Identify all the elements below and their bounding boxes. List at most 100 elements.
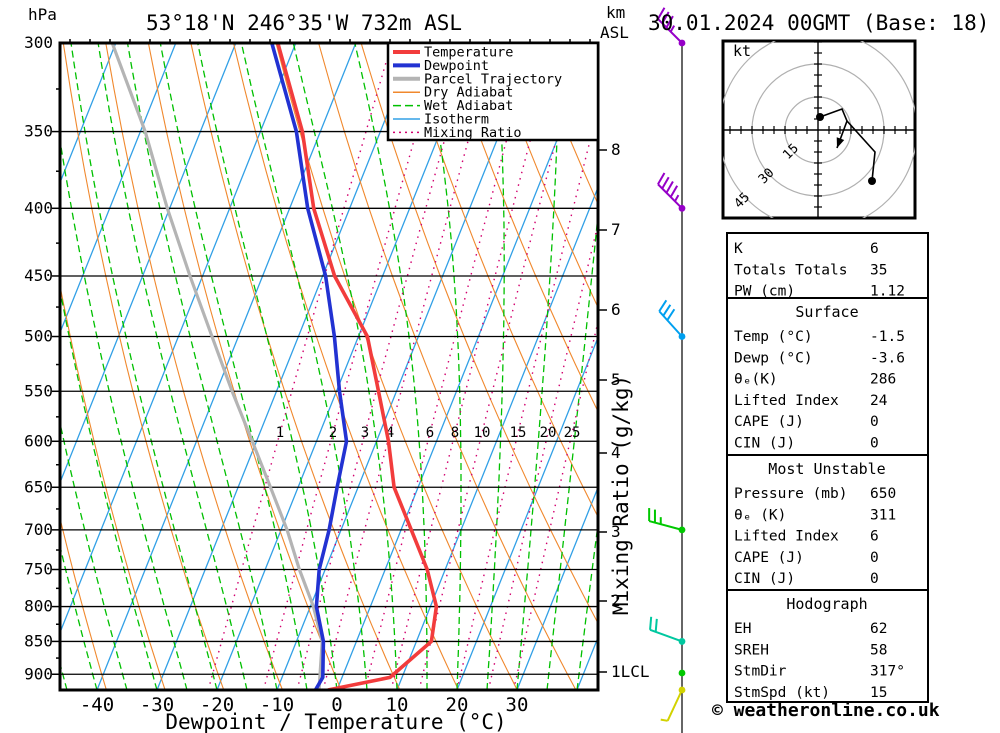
copyright-credit: © weatheronline.co.uk [712, 700, 940, 721]
mixing-ratio-value-label: 1 [276, 425, 284, 441]
mixing-ratio-line [262, 59, 438, 690]
altitude-axis: 8 7 6 5 4 3 2 1LCL [598, 140, 650, 681]
pressure-unit-label: hPa [28, 5, 57, 24]
table-row-label: PW (cm) [734, 284, 795, 300]
wind-barb [657, 7, 686, 47]
plot-frame [58, 41, 600, 692]
temperature-axis-label: -10 [260, 694, 294, 716]
mixing-ratio-axis-title: Mixing Ratio (g/kg) [609, 375, 633, 615]
isotherm-line [60, 43, 117, 185]
isotherm-line [516, 485, 598, 690]
pressure-axis-label: 300 [24, 33, 53, 52]
table-row-value: 62 [870, 621, 887, 637]
pressure-axis-label: 350 [24, 122, 53, 141]
indices-table-surface: Surface Temp (°C) -1.5 Dewp (°C) -3.6 θₑ(K) 28… [726, 297, 929, 456]
pressure-axis-label: 450 [24, 266, 53, 285]
mixing-ratio-line [418, 59, 578, 690]
wet-adiabat-line [70, 43, 218, 690]
table-row-label: θₑ (K) [734, 507, 786, 523]
mixing-ratio-line [296, 59, 468, 690]
wet-adiabat-line [197, 43, 338, 690]
mixing-ratio-value-label: 6 [426, 425, 434, 441]
indices-tables: K 6 Totals Totals 35 PW (cm) 1.12 Surface Temp … [726, 232, 929, 703]
table-row-value: 58 [870, 642, 887, 658]
legend-label: Wet Adiabat [424, 98, 513, 114]
table-row-label: CIN (J) [734, 436, 795, 452]
table-row-label: EH [734, 621, 751, 637]
table-row-value: 0 [870, 550, 879, 566]
mixing-ratio-value-label: 10 [474, 425, 491, 441]
mixing-ratio-line [322, 59, 491, 690]
mixing-ratio-value-label: 15 [510, 425, 527, 441]
pressure-axis-label: 400 [24, 198, 53, 217]
mixing-ratio-value-label: 2 [329, 425, 337, 441]
table-row-label: CIN (J) [734, 571, 795, 587]
indices-table-top: K 6 Totals Totals 35 PW (cm) 1.12 [726, 232, 929, 300]
dry-adiabat-line [488, 43, 598, 309]
table-row-label: θₑ(K) [734, 372, 778, 388]
asl-unit-label: ASL [600, 23, 629, 42]
isotherm-line [336, 43, 597, 690]
plot-border [58, 41, 600, 692]
km-tick-label: 5 [611, 370, 621, 389]
isotherm-line [456, 335, 598, 690]
table-row-value: 317° [870, 664, 905, 680]
wind-barb-column [648, 7, 686, 733]
pressure-axis-label: 750 [24, 559, 53, 578]
dry-adiabat-line [62, 43, 225, 690]
mixing-ratio-line [512, 318, 598, 690]
table-row-label: Lifted Index [734, 529, 839, 545]
wet-adiabat-line [486, 43, 505, 690]
pressure-axis-label: 500 [24, 327, 53, 346]
table-row-label: StmSpd (kt) [734, 685, 830, 701]
dry-adiabat-line [318, 43, 577, 690]
table-row-value: 0 [870, 414, 879, 430]
wet-adiabat-line [60, 420, 128, 690]
table-row-value: 650 [870, 486, 896, 502]
km-tick-label: 4 [611, 443, 621, 462]
wet-adiabat-line [159, 43, 308, 690]
hodograph-unit-label: kt [733, 42, 751, 60]
mixing-ratio-value-label: 4 [386, 425, 394, 441]
km-tick-label: 7 [611, 220, 621, 239]
pressure-axis-label: 550 [24, 381, 53, 400]
table-row-label: Totals Totals [734, 262, 848, 278]
isotherm-line [60, 43, 237, 485]
mixing-ratio-line-labels: 1 2 3 4 6 8 10 15 20 25 [276, 425, 581, 441]
table-row-value: 1.12 [870, 284, 905, 300]
legend-label: Dry Adiabat [424, 85, 513, 101]
mixing-ratio-line [364, 59, 529, 690]
table-border [726, 454, 929, 591]
isotherm-line [276, 43, 537, 690]
hodograph-trace-lower [846, 120, 876, 182]
table-title: Hodograph [786, 595, 867, 613]
sounding-curves [110, 43, 439, 690]
pressure-axis-label: 700 [24, 520, 53, 539]
table-title: Surface [795, 303, 858, 321]
legend-border [386, 41, 600, 142]
wet-adiabat-line [576, 519, 598, 690]
wind-barb [649, 616, 686, 645]
pressure-axis-label: 600 [24, 431, 53, 450]
dry-adiabat-line [445, 43, 598, 413]
mixing-ratio-value-label: 20 [540, 425, 557, 441]
table-border [726, 589, 929, 703]
km-tick-label: 8 [611, 140, 621, 159]
hodograph-end-dot [868, 177, 876, 185]
table-row-value: 35 [870, 262, 887, 278]
station-title: 53°18'N 246°35'W 732m ASL [146, 11, 462, 35]
wet-adiabat-line [240, 43, 368, 690]
table-row-value: 24 [870, 393, 888, 409]
dewpoint-curve [270, 43, 349, 690]
legend-label: Mixing Ratio [424, 125, 522, 141]
wind-barb [657, 172, 686, 212]
km-tick-label: 6 [611, 300, 621, 319]
wet-adiabat-line [292, 43, 398, 690]
pressure-axis-label: 900 [24, 664, 53, 683]
isotherm-line [60, 43, 177, 335]
parcel-trajectory-curve [110, 43, 324, 690]
x-axis-title: Dewpoint / Temperature (°C) [165, 710, 506, 733]
table-row-label: Lifted Index [734, 393, 839, 409]
